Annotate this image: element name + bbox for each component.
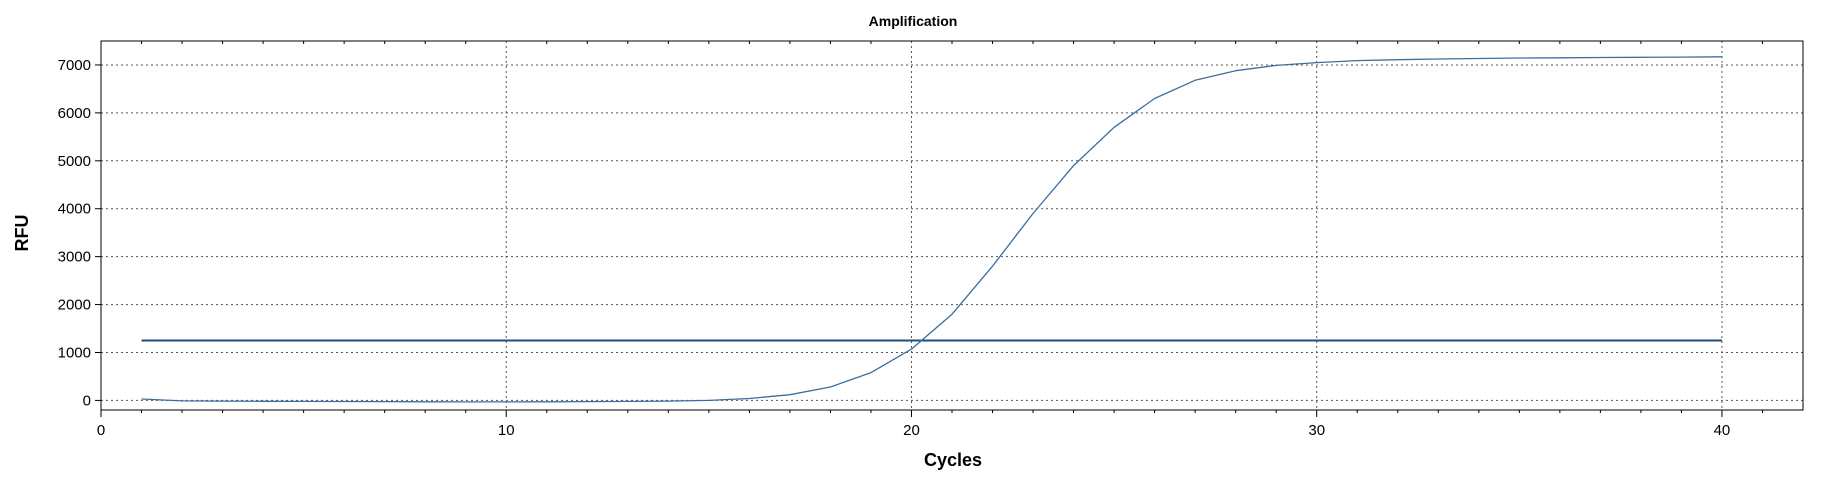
y-tick-label: 1000 [58, 344, 91, 361]
y-axis-label: RFU [12, 215, 32, 252]
y-tick-label: 6000 [58, 105, 91, 122]
x-tick-label: 40 [1714, 422, 1731, 439]
axis-layer: 0 1000 2000 3000 4000 5000 6000 7000 0 10 20 30 40 [58, 40, 1804, 439]
amplification-curve [141, 56, 1723, 403]
x-tick-label: 30 [1308, 422, 1325, 439]
y-tick-label: 4000 [58, 201, 91, 218]
y-tick-label: 7000 [58, 57, 91, 74]
y-tick-label: 0 [83, 392, 91, 409]
x-tick-label: 20 [903, 422, 920, 439]
plot-frame [100, 40, 1804, 411]
series-layer [141, 56, 1723, 403]
y-tick-label: 3000 [58, 249, 91, 266]
y-tick-label: 5000 [58, 153, 91, 170]
x-tick-label: 0 [97, 422, 105, 439]
grid-layer [101, 41, 1803, 410]
chart-title: Amplification [869, 13, 958, 29]
x-tick-label: 10 [498, 422, 515, 439]
x-axis-label: Cycles [924, 450, 982, 470]
y-tick-label: 2000 [58, 297, 91, 314]
